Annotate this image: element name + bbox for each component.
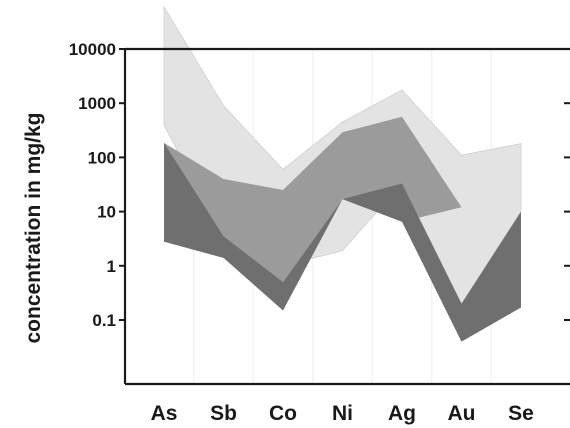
- x-axis: As Sb Co Ni Ag Au Se: [151, 402, 534, 425]
- x-tick-label: Co: [269, 402, 297, 425]
- x-tick-label: As: [151, 402, 178, 425]
- y-axis: 10000 1000 100 10 1 0.1: [69, 40, 570, 330]
- area-bands: [163, 5, 522, 342]
- plot-frame: [123, 47, 570, 386]
- y-tick-label: 100: [88, 148, 116, 167]
- x-tick-label: Se: [508, 402, 534, 425]
- x-tick-label: Sb: [210, 402, 237, 425]
- y-tick-label: 10000: [69, 40, 116, 59]
- y-tick-label: 1: [107, 257, 116, 276]
- series-band-3: [164, 142, 521, 342]
- y-tick-label: 10: [97, 203, 116, 222]
- y-tick-label: 1000: [78, 94, 116, 113]
- x-tick-label: Au: [448, 402, 476, 425]
- y-tick-label: 0.1: [92, 311, 116, 330]
- y-axis-title: concentration in mg/kg: [22, 112, 45, 343]
- series-band-2: [164, 116, 521, 283]
- x-tick-label: Ag: [388, 402, 416, 425]
- x-tick-label: Ni: [332, 402, 353, 425]
